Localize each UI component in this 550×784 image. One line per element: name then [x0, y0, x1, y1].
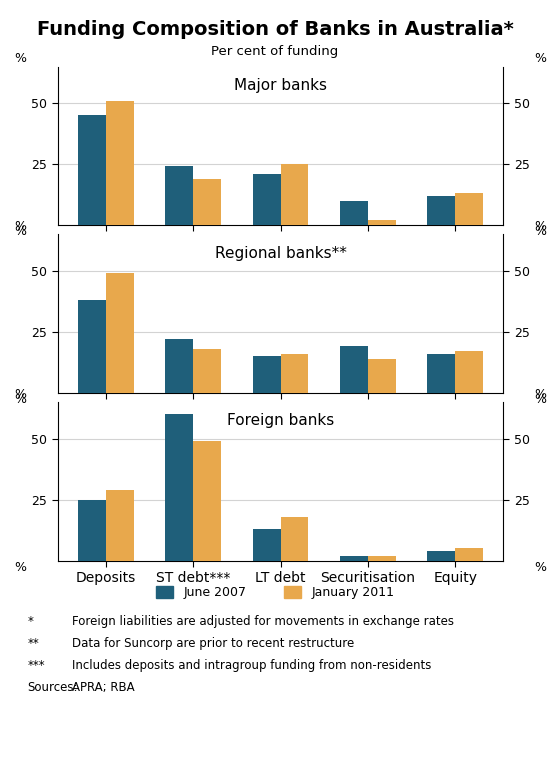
Bar [193, 179, 221, 225]
Bar [340, 347, 368, 393]
Text: APRA; RBA: APRA; RBA [72, 681, 134, 695]
Text: *: * [28, 615, 34, 629]
Text: Sources:: Sources: [28, 681, 78, 695]
Bar [280, 517, 309, 561]
Bar [78, 115, 106, 225]
Text: %: % [14, 387, 26, 401]
Text: %: % [14, 561, 26, 574]
Bar [106, 490, 134, 561]
Text: %: % [535, 52, 547, 65]
Bar [427, 354, 455, 393]
Text: %: % [535, 225, 547, 238]
Bar [165, 415, 193, 561]
Legend: June 2007, January 2011: June 2007, January 2011 [152, 583, 398, 603]
Bar [368, 220, 396, 225]
Text: Per cent of funding: Per cent of funding [211, 45, 339, 59]
Text: %: % [535, 387, 547, 401]
Bar [280, 354, 309, 393]
Text: %: % [535, 393, 547, 406]
Bar [340, 201, 368, 225]
Bar [368, 358, 396, 393]
Text: ***: *** [28, 659, 45, 673]
Text: %: % [14, 220, 26, 233]
Bar [78, 300, 106, 393]
Bar [193, 441, 221, 561]
Text: Foreign liabilities are adjusted for movements in exchange rates: Foreign liabilities are adjusted for mov… [72, 615, 454, 629]
Bar [455, 548, 483, 561]
Bar [280, 164, 309, 225]
Text: %: % [14, 393, 26, 406]
Text: **: ** [28, 637, 39, 651]
Bar [165, 166, 193, 225]
Bar [340, 556, 368, 561]
Text: %: % [14, 52, 26, 65]
Bar [368, 556, 396, 561]
Bar [252, 529, 280, 561]
Text: Regional banks**: Regional banks** [214, 245, 346, 260]
Text: Funding Composition of Banks in Australia*: Funding Composition of Banks in Australi… [37, 20, 513, 38]
Bar [427, 196, 455, 225]
Text: Major banks: Major banks [234, 78, 327, 93]
Bar [78, 499, 106, 561]
Text: %: % [535, 220, 547, 233]
Bar [106, 274, 134, 393]
Bar [427, 551, 455, 561]
Bar [455, 194, 483, 225]
Bar [252, 174, 280, 225]
Text: %: % [14, 225, 26, 238]
Text: Includes deposits and intragroup funding from non-residents: Includes deposits and intragroup funding… [72, 659, 431, 673]
Text: %: % [535, 561, 547, 574]
Bar [106, 100, 134, 225]
Bar [193, 349, 221, 393]
Text: Foreign banks: Foreign banks [227, 413, 334, 428]
Bar [252, 356, 280, 393]
Bar [455, 351, 483, 393]
Text: Data for Suncorp are prior to recent restructure: Data for Suncorp are prior to recent res… [72, 637, 354, 651]
Bar [165, 339, 193, 393]
